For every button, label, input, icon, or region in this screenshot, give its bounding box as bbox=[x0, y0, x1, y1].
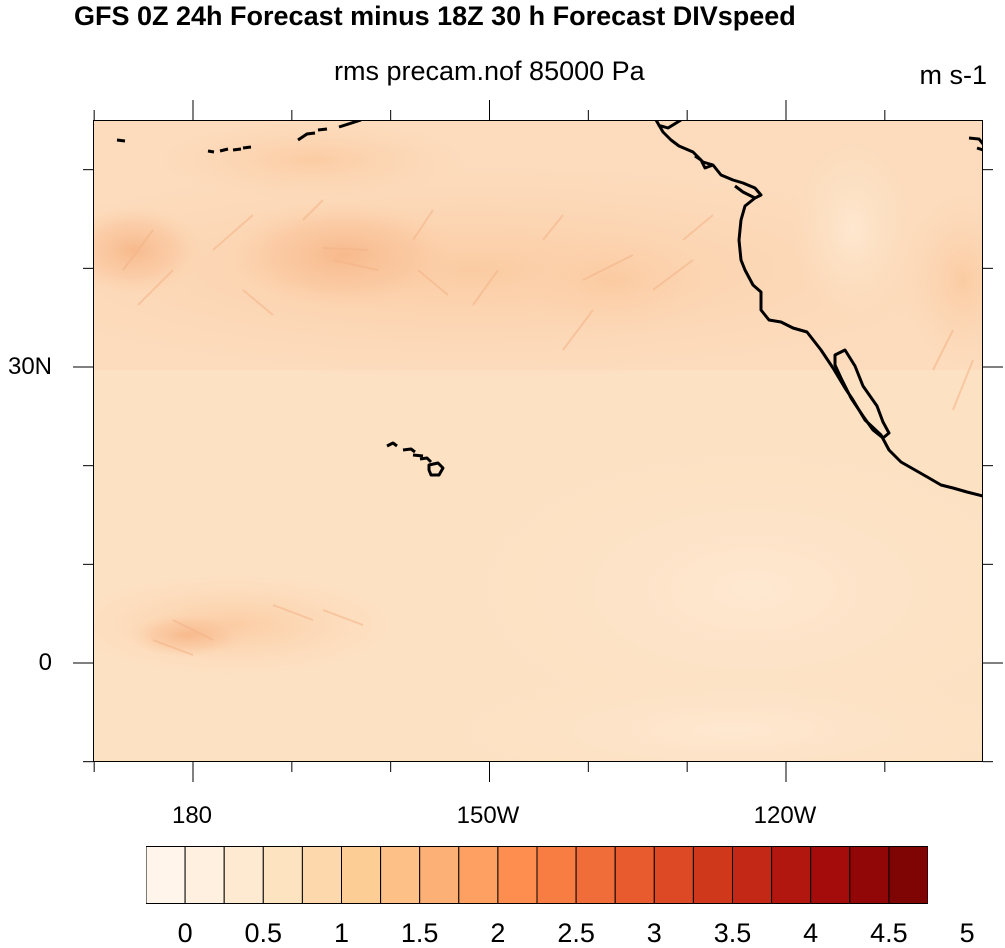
colorbar bbox=[146, 846, 928, 904]
colorbar-swatch bbox=[888, 846, 928, 904]
colorbar-swatch bbox=[458, 846, 499, 904]
colorbar-swatch bbox=[771, 846, 812, 904]
colorbar-label: 4.5 bbox=[870, 918, 908, 948]
colorbar-swatch bbox=[301, 846, 342, 904]
colorbar-swatch bbox=[380, 846, 421, 904]
units-label: m s-1 bbox=[919, 60, 988, 90]
colorbar-swatch bbox=[810, 846, 851, 904]
lat-label-30n: 30N bbox=[7, 353, 52, 380]
aleutian-fragments bbox=[116, 120, 362, 154]
title-text: GFS 0Z 24h Forecast minus 18Z 30 h Forec… bbox=[74, 1, 796, 31]
map-panel bbox=[93, 120, 983, 762]
colorbar-swatch bbox=[732, 846, 773, 904]
colorbar-swatch bbox=[223, 846, 264, 904]
hotspot-west bbox=[93, 205, 203, 295]
colorbar-swatch bbox=[341, 846, 382, 904]
hawaii-coastline bbox=[386, 441, 445, 477]
figure-title: GFS 0Z 24h Forecast minus 18Z 30 h Forec… bbox=[0, 0, 1005, 36]
figure-subtitle: rms precam.nof 85000 Pa bbox=[334, 56, 645, 86]
hotspot-far-east bbox=[903, 190, 983, 370]
colorbar-swatch bbox=[497, 846, 538, 904]
colorbar-label: 2.5 bbox=[557, 918, 595, 948]
colorbar-label: 3.5 bbox=[713, 918, 752, 948]
colorbar-label: 3 bbox=[646, 918, 662, 948]
colorbar-swatch bbox=[614, 846, 655, 904]
colorbar-swatch bbox=[262, 846, 303, 904]
lon-label-120w: 120W bbox=[753, 802, 817, 829]
hotspot-central bbox=[223, 200, 463, 310]
colorbar-label: 1 bbox=[333, 918, 350, 948]
filament-streaks bbox=[122, 199, 974, 656]
colorbar-swatch bbox=[575, 846, 616, 904]
colorbar-swatch bbox=[184, 846, 225, 904]
lon-label-180: 180 bbox=[171, 802, 213, 829]
colorbar-label: 0 bbox=[177, 918, 193, 948]
colorbar-label: 4 bbox=[803, 918, 819, 948]
colorbar-swatch bbox=[536, 846, 577, 904]
colorbar-label: 1.5 bbox=[400, 918, 439, 948]
hotspot-east bbox=[503, 225, 723, 335]
map-frame bbox=[93, 120, 983, 762]
colorbar-swatch bbox=[419, 846, 460, 904]
hotspot-tropical-core bbox=[128, 613, 248, 657]
colorbar-label: 0.5 bbox=[244, 918, 283, 948]
colorbar-swatch bbox=[849, 846, 890, 904]
lat-label-0: 0 bbox=[38, 649, 52, 676]
cool-equatorial bbox=[433, 670, 983, 762]
lon-label-150w: 150W bbox=[456, 802, 520, 829]
west-coast-coastline bbox=[654, 120, 983, 498]
colorbar-swatch bbox=[653, 846, 694, 904]
colorbar-swatch bbox=[692, 846, 734, 904]
hotspot-top bbox=[153, 120, 473, 200]
cool-east-pacific bbox=[453, 440, 983, 740]
colorbar-label: 2 bbox=[490, 918, 506, 948]
map-svg bbox=[93, 120, 983, 762]
colorbar-swatch bbox=[146, 846, 186, 904]
cool-interior bbox=[793, 140, 913, 320]
colorbar-label: 5 bbox=[959, 918, 975, 948]
